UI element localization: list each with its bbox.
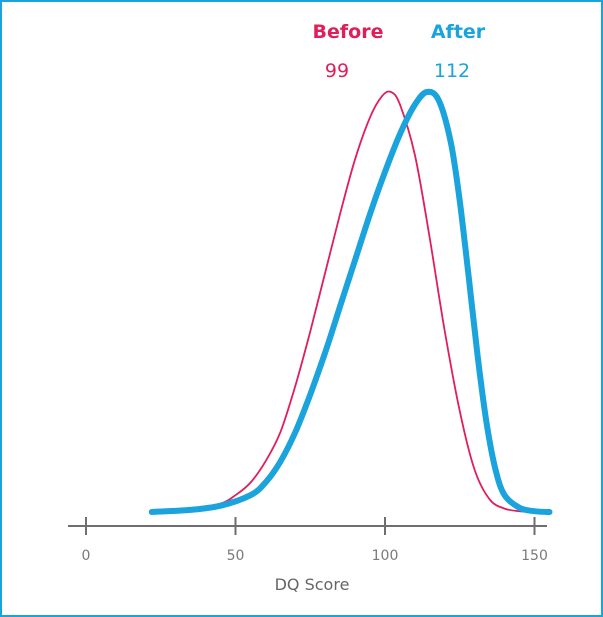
x-tick-label-150: 150 xyxy=(521,548,548,564)
x-tick-label-50: 50 xyxy=(227,548,245,564)
series-line-after xyxy=(148,88,553,515)
x-axis-title: DQ Score xyxy=(275,575,350,594)
x-tick-label-100: 100 xyxy=(372,548,399,564)
legend-before-label: Before xyxy=(313,21,384,43)
legend-after-value: 112 xyxy=(434,60,470,82)
series-line-before xyxy=(159,90,536,513)
legend: Before 99 After 112 xyxy=(313,21,486,82)
legend-after-label: After xyxy=(431,21,486,43)
series-layer xyxy=(148,88,553,515)
x-tick-label-0: 0 xyxy=(82,548,91,564)
x-axis: 0 50 100 150 xyxy=(68,517,548,564)
legend-before-value: 99 xyxy=(325,60,349,82)
